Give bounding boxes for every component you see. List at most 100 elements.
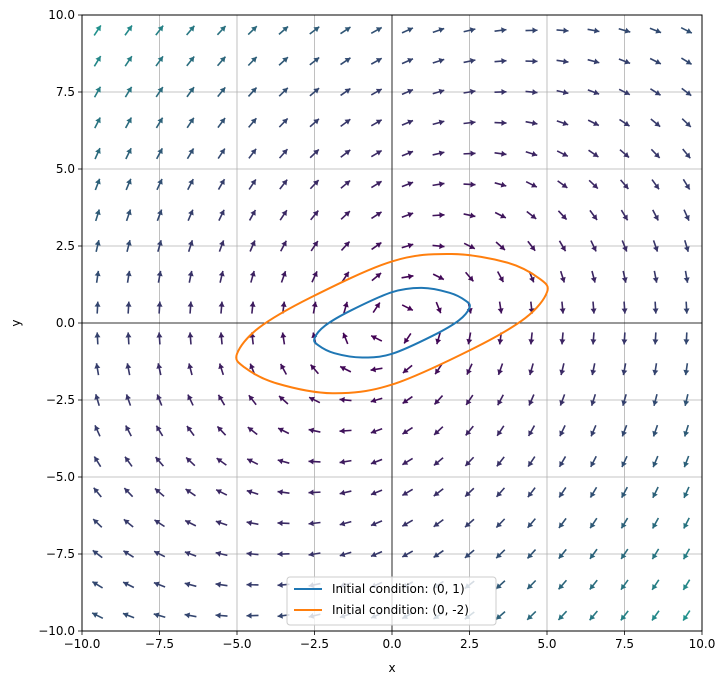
vector-arrow <box>155 25 164 36</box>
vector-arrow <box>125 270 132 283</box>
vector-arrow <box>589 209 598 221</box>
vector-arrow <box>371 241 382 251</box>
vector-arrow <box>94 425 101 437</box>
vector-arrow <box>681 87 692 97</box>
vector-arrow <box>466 363 473 375</box>
vector-arrow <box>463 181 476 188</box>
vector-arrow <box>248 148 257 159</box>
vector-arrow <box>589 579 598 591</box>
vector-arrow <box>340 210 351 220</box>
vector-arrow <box>187 178 194 191</box>
vector-arrow <box>432 273 445 281</box>
vector-arrow <box>559 425 566 437</box>
vector-arrow <box>278 56 289 66</box>
vector-arrow <box>125 209 132 222</box>
vector-arrow <box>310 210 319 221</box>
vector-arrow <box>311 301 318 314</box>
vector-arrow <box>527 240 536 252</box>
vector-arrow <box>308 520 321 527</box>
vector-arrow <box>123 518 134 528</box>
vector-arrow <box>525 151 538 157</box>
vector-arrow <box>339 396 352 403</box>
vector-arrow <box>619 118 630 127</box>
vector-arrow <box>620 548 629 560</box>
vector-arrow <box>463 212 476 219</box>
vector-arrow <box>280 270 287 283</box>
vector-arrow <box>249 240 256 252</box>
vector-arrow <box>218 332 225 345</box>
vector-arrow <box>155 86 164 98</box>
y-tick-label: −5.0 <box>46 470 75 484</box>
vector-arrow <box>621 363 628 376</box>
vector-arrow <box>527 456 536 468</box>
vector-arrow <box>559 301 566 314</box>
vector-arrow <box>650 118 661 128</box>
vector-arrow <box>590 394 597 406</box>
vector-arrow <box>556 58 569 65</box>
vector-arrow <box>217 117 226 129</box>
vector-arrow <box>587 58 600 65</box>
vector-arrow <box>311 271 318 283</box>
vector-arrow <box>217 178 226 190</box>
vector-arrow <box>652 393 659 407</box>
vector-arrow <box>402 426 413 435</box>
vector-arrow <box>186 86 195 98</box>
vector-arrow <box>216 457 227 466</box>
vector-arrow <box>187 209 194 222</box>
vector-arrow <box>94 239 101 253</box>
vector-arrow <box>370 397 383 404</box>
vector-arrow <box>402 364 413 374</box>
vector-arrow <box>528 332 535 345</box>
vector-arrow <box>309 364 320 375</box>
vector-arrow <box>557 579 568 590</box>
vector-arrow <box>278 25 289 35</box>
vector-arrow <box>557 210 568 221</box>
vector-arrow <box>279 240 288 252</box>
vector-arrow <box>94 363 101 376</box>
vector-arrow <box>185 456 196 467</box>
vector-arrow <box>308 427 321 434</box>
vector-arrow <box>156 240 163 252</box>
vector-arrow <box>681 118 692 128</box>
vector-arrow <box>496 271 505 283</box>
vector-arrow <box>652 332 659 345</box>
vector-arrow <box>277 520 290 527</box>
vector-arrow <box>497 363 504 376</box>
vector-arrow <box>401 519 414 527</box>
vector-arrow <box>435 301 442 314</box>
vector-arrow <box>279 179 288 190</box>
vector-arrow <box>432 150 445 157</box>
vector-arrow <box>464 456 475 467</box>
vector-arrow <box>464 549 475 559</box>
vector-arrow <box>156 394 163 406</box>
vector-arrow <box>526 549 537 559</box>
vector-arrow <box>528 394 535 406</box>
vector-arrow <box>682 548 691 560</box>
legend-label-series-2: Initial condition: (0, -2) <box>332 603 469 617</box>
vector-arrow <box>125 178 132 191</box>
vector-arrow <box>342 332 349 345</box>
vector-arrow <box>186 55 195 67</box>
vector-arrow <box>153 550 166 558</box>
vector-arrow <box>123 550 134 558</box>
vector-arrow <box>558 456 567 468</box>
vector-arrow <box>371 211 382 220</box>
vector-arrow <box>340 179 351 189</box>
vector-arrow <box>122 581 135 589</box>
x-tick-label: −2.5 <box>300 637 329 651</box>
vector-arrow <box>218 240 225 252</box>
vector-arrow <box>494 150 507 157</box>
vector-arrow <box>559 332 566 345</box>
x-tick-label: 5.0 <box>537 637 556 651</box>
vector-arrow <box>651 579 660 591</box>
vector-arrow <box>340 149 351 158</box>
vector-arrow <box>619 179 630 190</box>
vector-arrow <box>525 181 538 188</box>
x-tick-label: 10.0 <box>689 637 716 651</box>
vector-arrow <box>432 119 445 126</box>
x-axis-label: x <box>388 661 395 675</box>
vector-arrow <box>618 27 631 34</box>
vector-arrow <box>156 363 163 376</box>
vector-arrow <box>682 178 691 190</box>
vector-arrow <box>370 458 383 465</box>
